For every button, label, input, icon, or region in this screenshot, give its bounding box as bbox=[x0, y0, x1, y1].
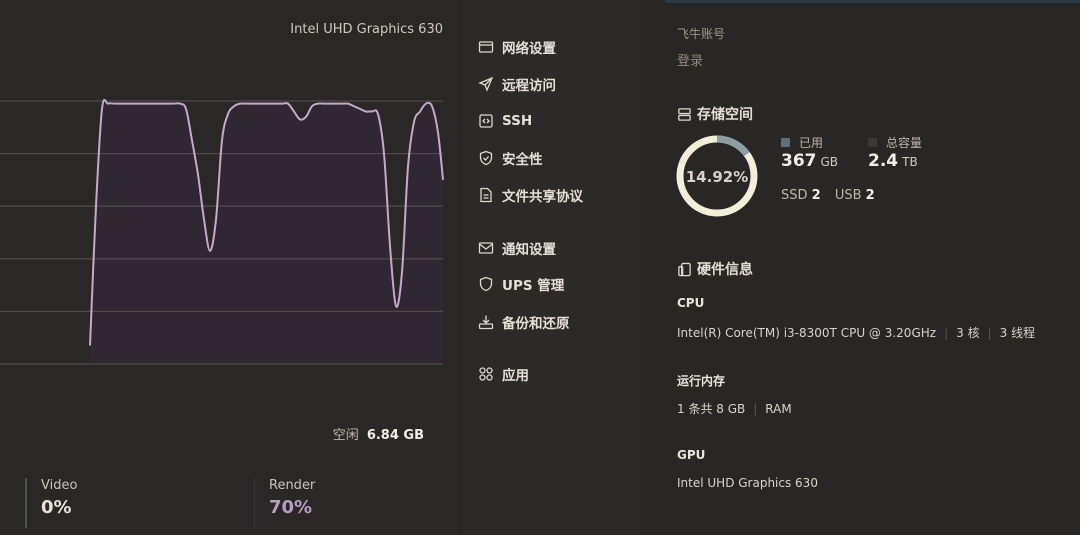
menu-item-label: 远程访问 bbox=[502, 78, 556, 94]
video-value: 0% bbox=[41, 497, 72, 518]
used-unit: GB bbox=[820, 155, 839, 169]
menu-item-label: UPS 管理 bbox=[502, 278, 565, 294]
gpu-info: Intel UHD Graphics 630 bbox=[677, 476, 818, 490]
usb-count: 2 bbox=[865, 188, 875, 203]
menu-item-5[interactable]: 通知设置 bbox=[478, 238, 556, 258]
apps-icon bbox=[479, 367, 493, 381]
video-label: Video bbox=[41, 478, 78, 493]
gpu-panel: Intel UHD Graphics 630 空闲 6.84 GB Video 0… bbox=[0, 0, 462, 535]
cpu-info: Intel(R) Core(TM) i3-8300T CPU @ 3.20GHz… bbox=[677, 326, 1036, 340]
download-icon bbox=[478, 315, 494, 330]
info-panel bbox=[640, 0, 1080, 535]
total-unit: TB bbox=[902, 155, 918, 169]
menu-item-6[interactable]: UPS 管理 bbox=[478, 274, 564, 294]
used-value: 367 GB bbox=[781, 151, 838, 171]
menu-item-label: 备份和还原 bbox=[502, 316, 570, 332]
free-memory: 空闲 6.84 GB bbox=[333, 424, 424, 443]
gpu-usage-chart bbox=[0, 98, 444, 365]
code-icon bbox=[479, 114, 493, 128]
gpu-name: Intel UHD Graphics 630 bbox=[290, 22, 443, 37]
total-label: 总容量 bbox=[886, 136, 923, 150]
usage-line bbox=[89, 98, 444, 346]
storage-donut: 14.92% bbox=[676, 135, 758, 217]
cpu-cores: 3 核 bbox=[956, 326, 980, 340]
usb-label: USB bbox=[834, 188, 862, 203]
donut-used-arc bbox=[676, 135, 758, 217]
total-swatch bbox=[868, 138, 877, 147]
login-link[interactable]: 登录 bbox=[677, 54, 704, 69]
storage-icon bbox=[678, 107, 691, 121]
storage-title: 存储空间 bbox=[677, 104, 753, 124]
menu-item-label: 文件共享协议 bbox=[502, 189, 583, 205]
render-value: 70% bbox=[269, 497, 313, 518]
used-label: 已用 bbox=[799, 136, 824, 150]
free-label: 空闲 bbox=[332, 428, 359, 443]
network-icon bbox=[478, 41, 494, 53]
gpu-label: GPU bbox=[677, 448, 706, 462]
ram-info: 1 条共 8 GB | RAM bbox=[677, 402, 792, 416]
hardware-title-text: 硬件信息 bbox=[697, 262, 753, 278]
menu-item-1[interactable]: 远程访问 bbox=[478, 74, 556, 94]
device-icon bbox=[678, 262, 691, 276]
menu-item-4[interactable]: 文件共享协议 bbox=[478, 185, 583, 205]
ram-label: 运行内存 bbox=[677, 374, 726, 388]
cpu-model: Intel(R) Core(TM) i3-8300T CPU @ 3.20GHz bbox=[677, 326, 937, 340]
ram-type: RAM bbox=[765, 402, 792, 416]
render-stat: Render 70% bbox=[254, 478, 315, 528]
legend-total: 总容量 bbox=[868, 134, 922, 151]
account-label: 飞牛账号 bbox=[677, 27, 726, 41]
total-value: 2.4 TB bbox=[868, 151, 918, 171]
menu-item-3[interactable]: 安全性 bbox=[478, 148, 543, 168]
menu-item-0[interactable]: 网络设置 bbox=[478, 37, 556, 57]
menu-item-label: 网络设置 bbox=[502, 41, 556, 57]
top-bar bbox=[665, 0, 1080, 3]
cpu-label: CPU bbox=[677, 296, 705, 310]
menu-item-8[interactable]: 应用 bbox=[478, 364, 529, 384]
settings-menu bbox=[462, 0, 640, 535]
shield-check-icon bbox=[479, 150, 493, 166]
used-swatch bbox=[781, 138, 790, 147]
usage-area bbox=[90, 99, 443, 364]
menu-item-label: 应用 bbox=[502, 368, 529, 384]
menu-item-7[interactable]: 备份和还原 bbox=[478, 312, 570, 332]
menu-item-2[interactable]: SSH bbox=[478, 111, 532, 131]
menu-item-label: 通知设置 bbox=[502, 242, 556, 258]
hardware-title: 硬件信息 bbox=[677, 259, 753, 279]
menu-item-label: 安全性 bbox=[502, 152, 543, 168]
ram-value: 1 条共 8 GB bbox=[677, 402, 746, 416]
total-number: 2.4 bbox=[868, 151, 899, 171]
menu-item-label: SSH bbox=[502, 113, 533, 129]
ssd-label: SSD bbox=[781, 188, 808, 203]
disk-counts: SSD 2 USB 2 bbox=[781, 188, 885, 203]
used-number: 367 bbox=[781, 151, 817, 171]
free-value: 6.84 GB bbox=[366, 428, 424, 443]
ssd-count: 2 bbox=[811, 188, 821, 203]
cpu-threads: 3 线程 bbox=[999, 326, 1036, 340]
storage-title-text: 存储空间 bbox=[697, 107, 753, 123]
legend-used: 已用 bbox=[781, 134, 823, 151]
storage-percent: 14.92% bbox=[686, 168, 748, 186]
mail-icon bbox=[478, 242, 494, 254]
send-icon bbox=[478, 76, 494, 92]
video-stat: Video 0% bbox=[25, 478, 77, 528]
file-icon bbox=[480, 187, 492, 203]
shield-icon bbox=[479, 276, 493, 292]
render-label: Render bbox=[269, 478, 316, 493]
